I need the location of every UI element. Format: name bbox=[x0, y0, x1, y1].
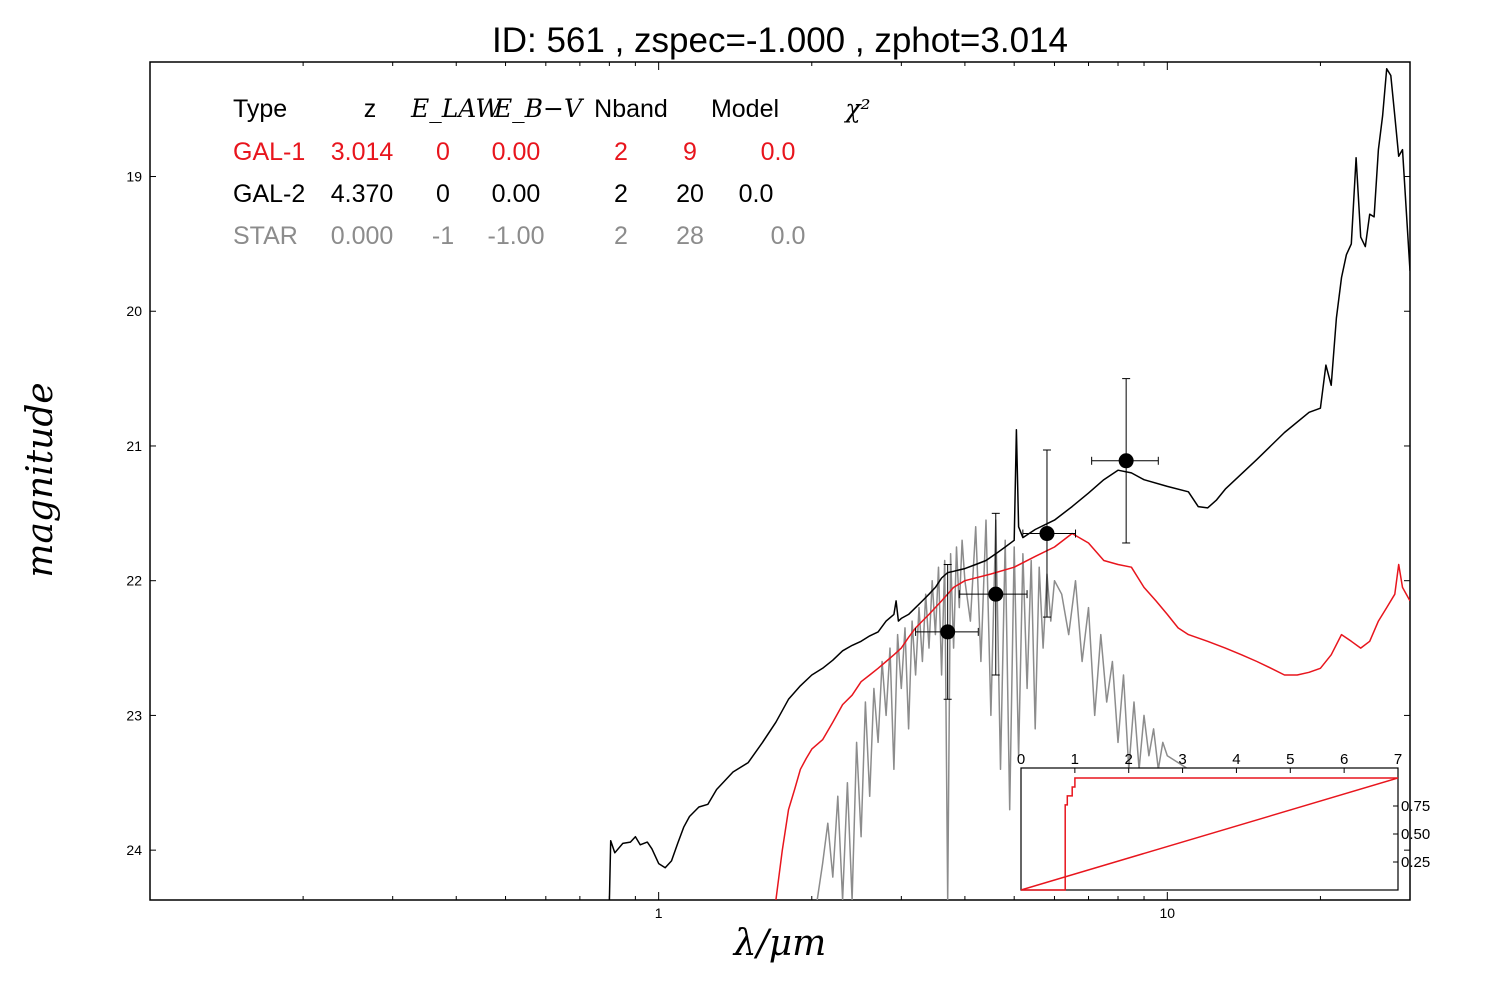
table-cell-chi2: 0.0 bbox=[771, 222, 806, 250]
chart-title: ID: 561 , zspec=-1.000 , zphot=3.014 bbox=[492, 21, 1068, 60]
table-header-chi2: χ² bbox=[843, 94, 870, 123]
inset-x-tick-label: 2 bbox=[1125, 751, 1133, 768]
table-cell-chi2: 0.0 bbox=[761, 138, 796, 166]
inset-x-tick-label: 1 bbox=[1071, 751, 1079, 768]
table-cell-type: STAR bbox=[233, 222, 298, 250]
data-point bbox=[1118, 453, 1134, 469]
y-tick-label: 19 bbox=[126, 169, 142, 185]
table-cell-ebv: 0.00 bbox=[492, 138, 541, 166]
table-cell-elaw: 0 bbox=[436, 180, 450, 208]
inset-y-tick-label: 0.50 bbox=[1401, 826, 1430, 843]
data-point bbox=[988, 586, 1004, 602]
x-tick-label: 1 bbox=[655, 905, 663, 921]
table-cell-ebv: -1.00 bbox=[488, 222, 545, 250]
inset-x-tick-label: 7 bbox=[1394, 751, 1402, 768]
data-point bbox=[1039, 526, 1055, 542]
y-tick-label: 23 bbox=[126, 707, 142, 723]
table-header-type: Type bbox=[233, 95, 287, 123]
table-header-z: z bbox=[364, 95, 377, 123]
table-cell-nband: 2 bbox=[614, 222, 628, 250]
table-cell-type: GAL-2 bbox=[233, 180, 305, 208]
y-tick-label: 24 bbox=[126, 842, 142, 858]
table-cell-z: 3.014 bbox=[331, 138, 394, 166]
table-cell-model: 20 bbox=[676, 180, 704, 208]
sed-line-gal2 bbox=[608, 67, 1410, 900]
inset-x-tick-label: 5 bbox=[1286, 751, 1294, 768]
inset-x-tick-label: 4 bbox=[1232, 751, 1240, 768]
inset-pdz-line bbox=[1021, 777, 1398, 891]
photometry-points bbox=[915, 378, 1159, 700]
table-header-model: Model bbox=[711, 95, 779, 123]
table-cell-elaw: -1 bbox=[432, 222, 454, 250]
table-cell-type: GAL-1 bbox=[233, 138, 305, 166]
table-cell-ebv: 0.00 bbox=[492, 180, 541, 208]
table-cell-elaw: 0 bbox=[436, 138, 450, 166]
inset-x-tick-label: 0 bbox=[1017, 751, 1025, 768]
table-cell-model: 28 bbox=[676, 222, 704, 250]
data-point bbox=[940, 624, 956, 640]
table-header-nband: Nband bbox=[594, 95, 668, 123]
y-tick-label: 20 bbox=[126, 303, 142, 319]
y-tick-label: 21 bbox=[126, 438, 142, 454]
inset-cumulative-line bbox=[1020, 777, 1399, 891]
x-axis-label: λ/μm bbox=[732, 923, 826, 964]
plot-frame bbox=[149, 61, 1411, 901]
table-cell-chi2: 0.0 bbox=[739, 180, 774, 208]
table-cell-nband: 2 bbox=[614, 180, 628, 208]
x-tick-label: 10 bbox=[1160, 905, 1176, 921]
inset-x-tick-label: 6 bbox=[1340, 751, 1348, 768]
table-cell-z: 0.000 bbox=[331, 222, 394, 250]
inset-frame bbox=[1020, 767, 1399, 891]
inset-y-tick-label: 0.25 bbox=[1401, 854, 1430, 871]
pdz-inset: 0 1 2 3 4 5 6 7 0.25 0.50 0.75 bbox=[1017, 751, 1430, 891]
table-header-ebv: E_B−V bbox=[493, 94, 585, 123]
y-axis-label: magnitude bbox=[20, 382, 61, 577]
y-tick-label: 22 bbox=[126, 573, 142, 589]
table-cell-nband: 2 bbox=[614, 138, 628, 166]
table-cell-z: 4.370 bbox=[331, 180, 394, 208]
main-axes bbox=[149, 61, 1411, 901]
table-header-elaw: E_LAW bbox=[410, 94, 503, 123]
inset-y-tick-label: 0.75 bbox=[1401, 798, 1430, 815]
sed-line-gal1 bbox=[775, 532, 1410, 900]
table-cell-model: 9 bbox=[683, 138, 697, 166]
inset-x-tick-label: 3 bbox=[1178, 751, 1186, 768]
